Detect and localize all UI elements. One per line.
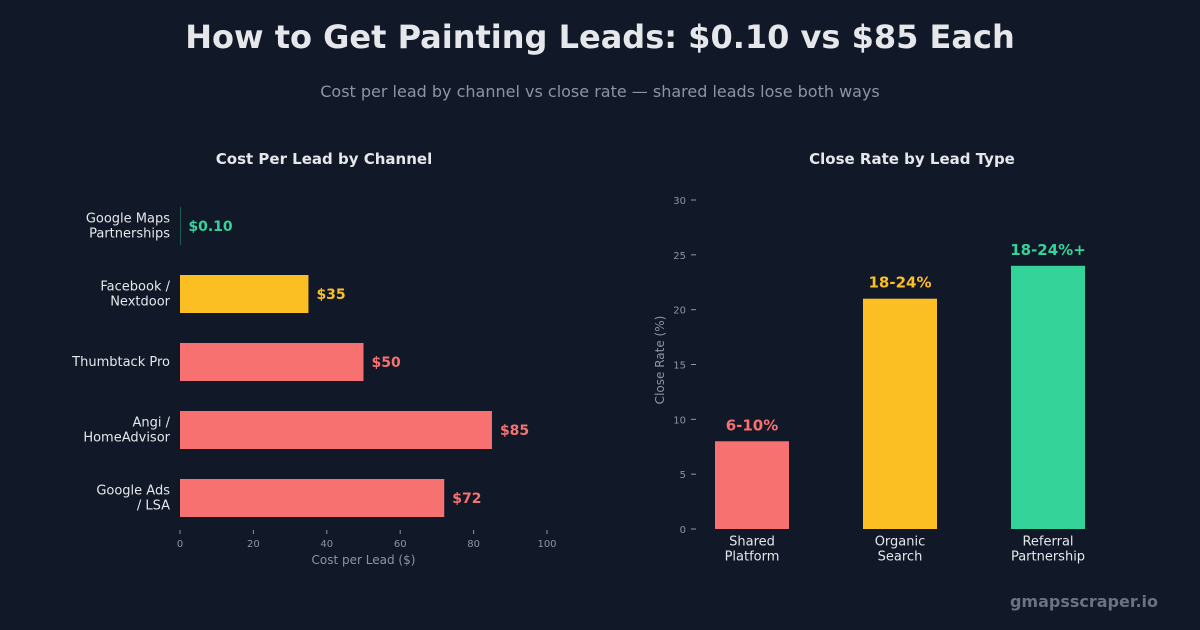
chart2-title: Close Rate by Lead Type: [809, 150, 1015, 168]
page-subtitle: Cost per lead by channel vs close rate —…: [320, 82, 880, 101]
chart1-x-tick-label-5: 100: [537, 539, 556, 550]
chart2-category-label-1: Organic Search: [875, 535, 926, 565]
chart2-y-axis-label: Close Rate (%): [653, 316, 667, 405]
chart1-category-label-0: Google Maps Partnerships: [86, 212, 170, 242]
chart1-data-label-1: $35: [316, 287, 345, 303]
page-title: How to Get Painting Leads: $0.10 vs $85 …: [185, 18, 1015, 56]
chart1-x-tick-label-4: 80: [467, 539, 480, 550]
chart2-y-tick-label-6: 30: [673, 196, 686, 207]
chart1-category-label-4: Google Ads / LSA: [96, 484, 170, 514]
chart2-y-tick-label-4: 20: [673, 306, 686, 317]
chart1-category-label-2: Thumbtack Pro: [71, 355, 170, 370]
chart1-x-tick-label-1: 20: [247, 539, 260, 550]
chart1-data-label-0: $0.10: [188, 219, 233, 235]
chart2-y-tick-label-2: 10: [673, 415, 686, 426]
chart2-bar-2: [1011, 265, 1085, 529]
chart2-bar-1: [863, 298, 937, 529]
chart1-category-label-3: Angi / HomeAdvisor: [83, 416, 170, 446]
watermark: gmapsscraper.io: [1009, 592, 1158, 611]
chart1-x-tick-label-2: 40: [320, 539, 333, 550]
chart1-x-axis-label: Cost per Lead ($): [312, 553, 416, 567]
chart1-x-tick-label-3: 60: [394, 539, 407, 550]
chart1-data-label-4: $72: [452, 491, 481, 507]
chart2-y-tick-label-5: 25: [673, 251, 686, 262]
chart2-data-label-2: 18-24%+: [1010, 241, 1086, 259]
chart1-title: Cost Per Lead by Channel: [216, 150, 432, 168]
chart1-bar-2: [180, 343, 364, 381]
chart1-bar-1: [180, 275, 309, 313]
chart2-data-label-0: 6-10%: [726, 416, 779, 434]
chart2-category-label-0: Shared Platform: [725, 535, 780, 565]
chart1-data-label-2: $50: [372, 355, 401, 371]
chart1-data-label-3: $85: [500, 423, 529, 439]
chart1-bar-4: [180, 479, 445, 517]
chart2-category-label-2: Referral Partnership: [1011, 535, 1085, 565]
chart2-y-tick-label-0: 0: [680, 525, 686, 536]
chart1-bar-3: [180, 411, 492, 449]
chart1-x-tick-label-0: 0: [177, 539, 183, 550]
chart1-category-label-1: Facebook / Nextdoor: [100, 280, 170, 310]
chart2-bar-0: [715, 441, 789, 529]
chart2-data-label-1: 18-24%: [868, 274, 931, 292]
chart2-y-tick-label-3: 15: [673, 361, 686, 372]
chart2-y-tick-label-1: 5: [680, 470, 686, 481]
